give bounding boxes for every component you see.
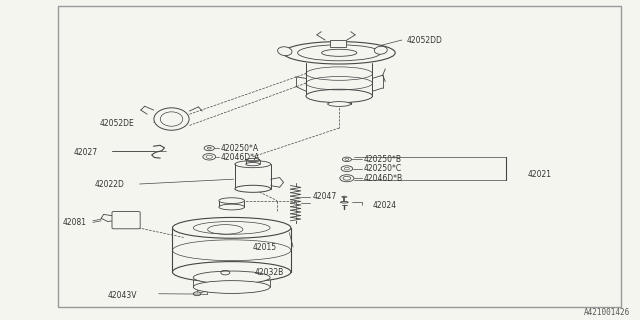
- Text: 42046D*A: 42046D*A: [221, 153, 260, 162]
- Text: 42081: 42081: [63, 218, 87, 227]
- Text: 42027: 42027: [74, 148, 98, 156]
- Bar: [330, 40, 346, 47]
- Bar: [58, 6, 621, 307]
- Ellipse shape: [298, 45, 381, 61]
- Ellipse shape: [173, 262, 291, 283]
- Ellipse shape: [219, 204, 244, 210]
- Text: 42052DD: 42052DD: [406, 36, 442, 44]
- Text: 42052DE: 42052DE: [99, 119, 134, 128]
- Ellipse shape: [193, 271, 270, 284]
- Text: 42032B: 42032B: [255, 268, 284, 277]
- Text: 42022D: 42022D: [95, 180, 125, 189]
- Ellipse shape: [306, 89, 372, 103]
- Text: 42047: 42047: [312, 192, 337, 201]
- Text: 42021: 42021: [528, 170, 552, 179]
- Text: 42015: 42015: [253, 244, 277, 252]
- Ellipse shape: [235, 185, 271, 192]
- Ellipse shape: [193, 281, 270, 293]
- Ellipse shape: [278, 47, 292, 56]
- Text: 42024: 42024: [372, 201, 397, 210]
- Text: 42046D*B: 42046D*B: [364, 174, 403, 183]
- Ellipse shape: [374, 46, 387, 54]
- Ellipse shape: [246, 163, 260, 166]
- Text: 420250*B: 420250*B: [364, 155, 401, 164]
- Text: 42043V: 42043V: [108, 292, 137, 300]
- Ellipse shape: [161, 112, 183, 126]
- Text: 420250*A: 420250*A: [221, 144, 259, 153]
- Ellipse shape: [173, 218, 291, 238]
- Ellipse shape: [154, 108, 189, 130]
- Ellipse shape: [340, 202, 348, 203]
- Ellipse shape: [219, 198, 244, 204]
- Text: A421001426: A421001426: [584, 308, 630, 317]
- Ellipse shape: [284, 42, 396, 64]
- Ellipse shape: [322, 49, 357, 56]
- Ellipse shape: [328, 102, 351, 107]
- Text: 420250*C: 420250*C: [364, 164, 402, 173]
- Ellipse shape: [246, 158, 260, 162]
- FancyBboxPatch shape: [112, 212, 140, 229]
